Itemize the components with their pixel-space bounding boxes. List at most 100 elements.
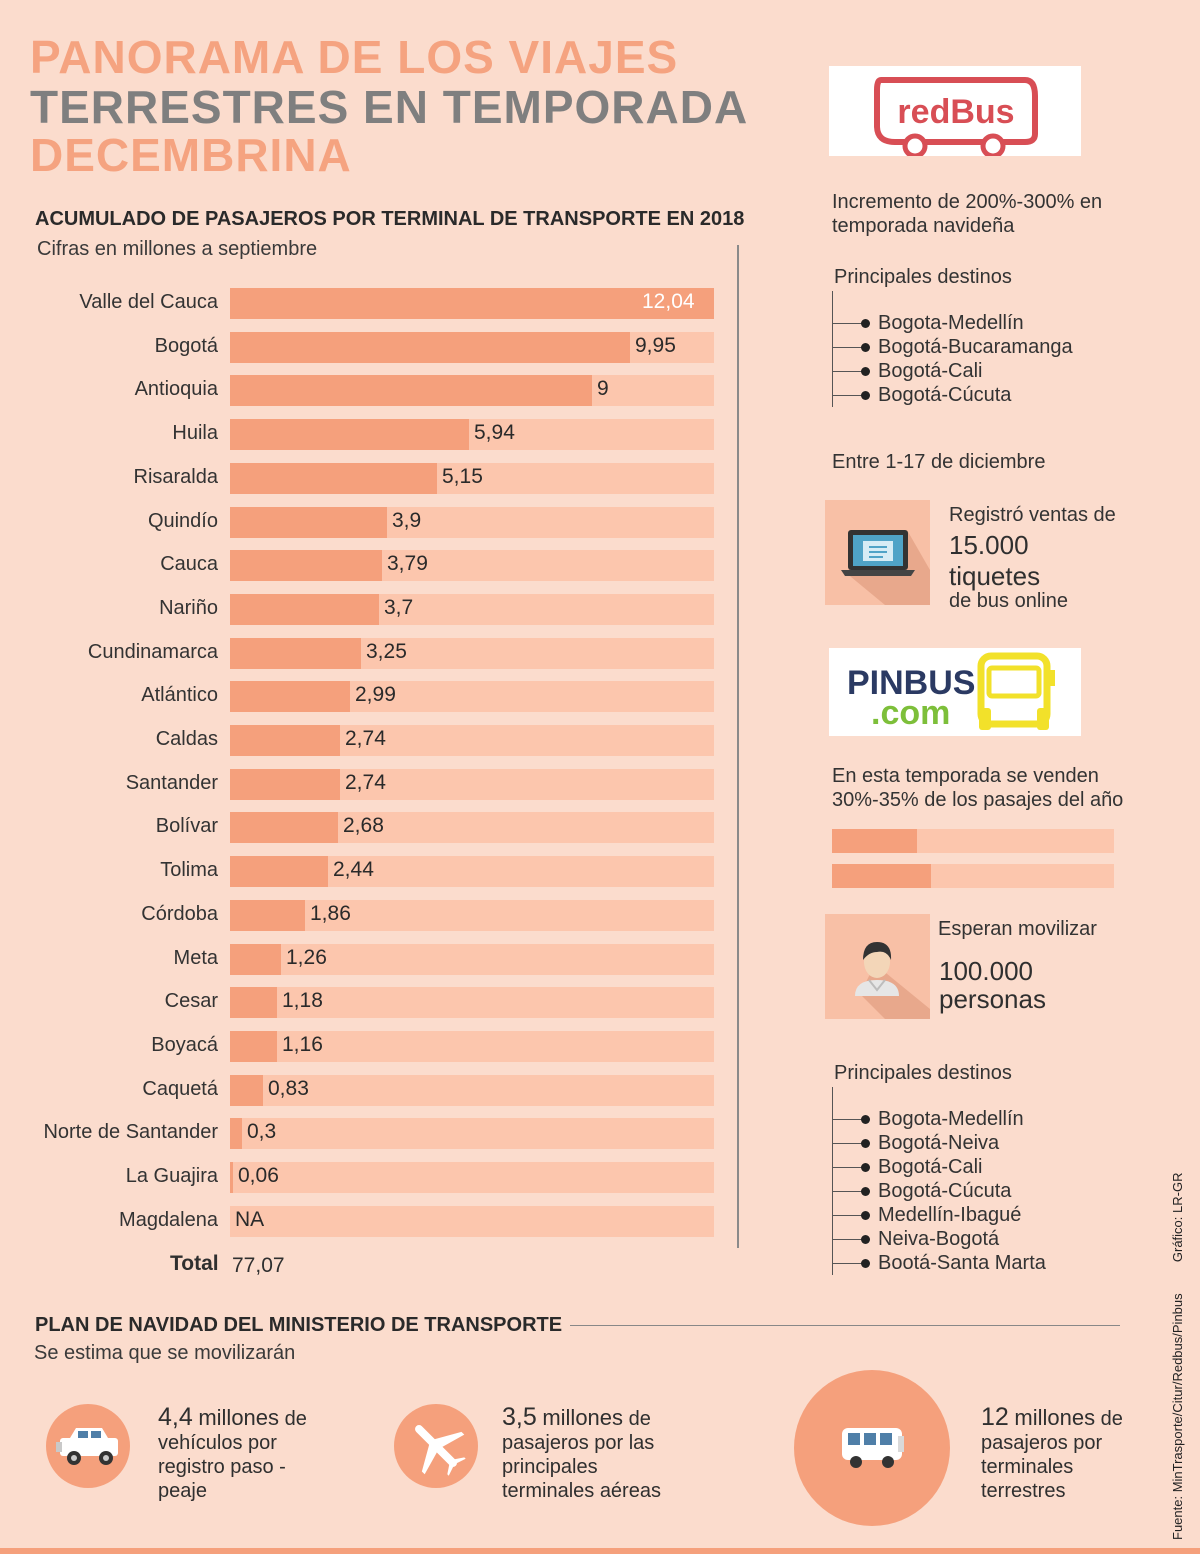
destination-item: Bogota-Medellín <box>833 311 1073 335</box>
pinbus-range-high-track <box>832 864 1114 888</box>
bar-value-label: 0,83 <box>268 1077 309 1100</box>
bar-track <box>230 1075 714 1106</box>
bar-label: Quindío <box>147 510 218 532</box>
redbus-destinations-list: Bogota-Medellín Bogotá-Bucaramanga Bogotá-… <box>832 291 1073 407</box>
pinbus-logo-text: PINBUS <box>847 664 975 702</box>
redbus-destinations-title: Principales destinos <box>834 266 1012 288</box>
bar-label: Cesar <box>164 990 218 1012</box>
pinbus-range-low-track <box>832 829 1114 853</box>
destination-item: Bogotá-Cali <box>833 359 1073 383</box>
laptop-icon-box <box>825 500 930 605</box>
pinbus-season-text: En esta temporada se venden 30%-35% de l… <box>832 765 1124 811</box>
pinbus-range-low-fill <box>832 829 917 853</box>
bottom-rule <box>0 1548 1200 1554</box>
bar-label: Caquetá <box>142 1078 218 1100</box>
bar-value-label: 3,9 <box>392 509 422 532</box>
bar-label: Cundinamarca <box>87 641 218 663</box>
person-icon <box>855 942 930 1019</box>
redbus-increment: Incremento de 200%-300% en temporada nav… <box>832 191 1103 237</box>
bar-label: Atlántico <box>141 684 218 706</box>
bar <box>230 1075 263 1106</box>
bar <box>230 725 340 756</box>
destination-item: Neiva-Bogotá <box>833 1227 1046 1251</box>
redbus-logo-text: redBus <box>897 93 1014 131</box>
bar-value-label: 2,44 <box>333 858 374 881</box>
bar-track <box>230 1031 714 1062</box>
bar-value-label: 9,95 <box>635 334 676 357</box>
bar-label: Risaralda <box>133 466 218 488</box>
plan-air-rest: de <box>623 1408 651 1430</box>
bar-label: Nariño <box>159 597 218 619</box>
bar-value-label: 1,16 <box>282 1033 323 1056</box>
bar-value-label: 5,94 <box>474 421 515 444</box>
bar <box>230 900 305 931</box>
pinbus-destinations-list: Bogota-Medellín Bogotá-Neiva Bogotá-Cali Bo… <box>832 1087 1046 1275</box>
bar-value-label: 1,86 <box>310 902 351 925</box>
jeep-circle <box>46 1404 130 1488</box>
plan-air-number: 3,5 <box>502 1403 537 1431</box>
plan-title-rule <box>570 1325 1120 1326</box>
bar <box>230 594 379 625</box>
bar-value-label: 2,99 <box>355 683 396 706</box>
bar-value-label: 12,04 <box>642 290 695 313</box>
bar-label: Antioquia <box>134 378 218 400</box>
bar-value-label: 1,18 <box>282 989 323 1012</box>
bar-value-label: 1,26 <box>286 946 327 969</box>
redbus-sales-unit: tiquetes <box>949 561 1041 591</box>
bar-label: Cauca <box>160 553 218 575</box>
bar-track <box>230 987 714 1018</box>
bar <box>230 550 382 581</box>
bar-value-label: 0,3 <box>247 1120 277 1143</box>
bar <box>230 1031 277 1062</box>
plan-item-land: 12 millones de pasajeros por terminales … <box>981 1405 1151 1503</box>
bar-label: Córdoba <box>141 903 218 925</box>
bar-value-label: 5,15 <box>442 465 483 488</box>
credits-graphic: Gráfico: LR-GR <box>1170 1172 1185 1263</box>
title-line-2: TERRESTRES EN TEMPORADA <box>30 81 749 133</box>
bar-label: Boyacá <box>151 1034 218 1056</box>
pinbus-expect-number: 100.000 <box>939 956 1033 986</box>
bar <box>230 419 469 450</box>
bar <box>230 638 361 669</box>
airplane-icon <box>415 1425 466 1476</box>
bar-value-label: 9 <box>597 377 609 400</box>
bar <box>230 1118 242 1149</box>
plan-vehicles-unit: millones <box>198 1405 280 1430</box>
pinbus-destinations-title: Principales destinos <box>834 1062 1012 1084</box>
plan-land-number: 12 <box>981 1403 1009 1431</box>
destination-item: Medellín-Ibagué <box>833 1203 1046 1227</box>
plan-item-air: 3,5 millones de pasajeros por las princi… <box>502 1405 682 1503</box>
bar-value-label: 3,25 <box>366 640 407 663</box>
bar <box>230 1162 233 1193</box>
plan-item-vehicles: 4,4 millones de vehículos por registro p… <box>158 1405 328 1503</box>
bar-label: Santander <box>125 772 218 794</box>
credits-source: Fuente: MinTrasporte/Citur/Redbus/Pinbus <box>1170 1293 1185 1540</box>
person-icon-box <box>825 914 930 1019</box>
chart-title: ACUMULADO DE PASAJEROS POR TERMINAL DE T… <box>35 208 745 230</box>
column-divider <box>737 245 739 1248</box>
bar-label: Meta <box>173 947 218 969</box>
title-line-3: DECEMBRINA <box>30 129 352 181</box>
pinbus-range-high-fill <box>832 864 931 888</box>
bar-track <box>230 1118 714 1149</box>
bar <box>230 288 714 319</box>
bar <box>230 944 281 975</box>
bar-label: Valle del Cauca <box>79 291 218 313</box>
bar-label: Tolima <box>160 859 218 881</box>
redbus-sales-prefix: Registró ventas de <box>949 504 1116 526</box>
bar-value-label: 2,74 <box>345 727 386 750</box>
destination-item: Bogotá-Cali <box>833 1155 1046 1179</box>
laptop-icon <box>841 530 930 605</box>
redbus-period: Entre 1-17 de diciembre <box>832 451 1046 473</box>
redbus-sales-suffix: de bus online <box>949 590 1068 612</box>
bar-label: Norte de Santander <box>43 1121 218 1143</box>
plan-land-unit: millones <box>1014 1405 1096 1430</box>
plan-subtitle: Se estima que se movilizarán <box>34 1342 296 1364</box>
bar <box>230 332 630 363</box>
bar-label: Magdalena <box>119 1209 218 1231</box>
bar-chart: Valle del Cauca 12,04 Bogotá 9,95 Antioquia 9… <box>0 288 730 1288</box>
bar-label: Huila <box>172 422 218 444</box>
bar <box>230 463 437 494</box>
bar <box>230 769 340 800</box>
bar <box>230 812 338 843</box>
